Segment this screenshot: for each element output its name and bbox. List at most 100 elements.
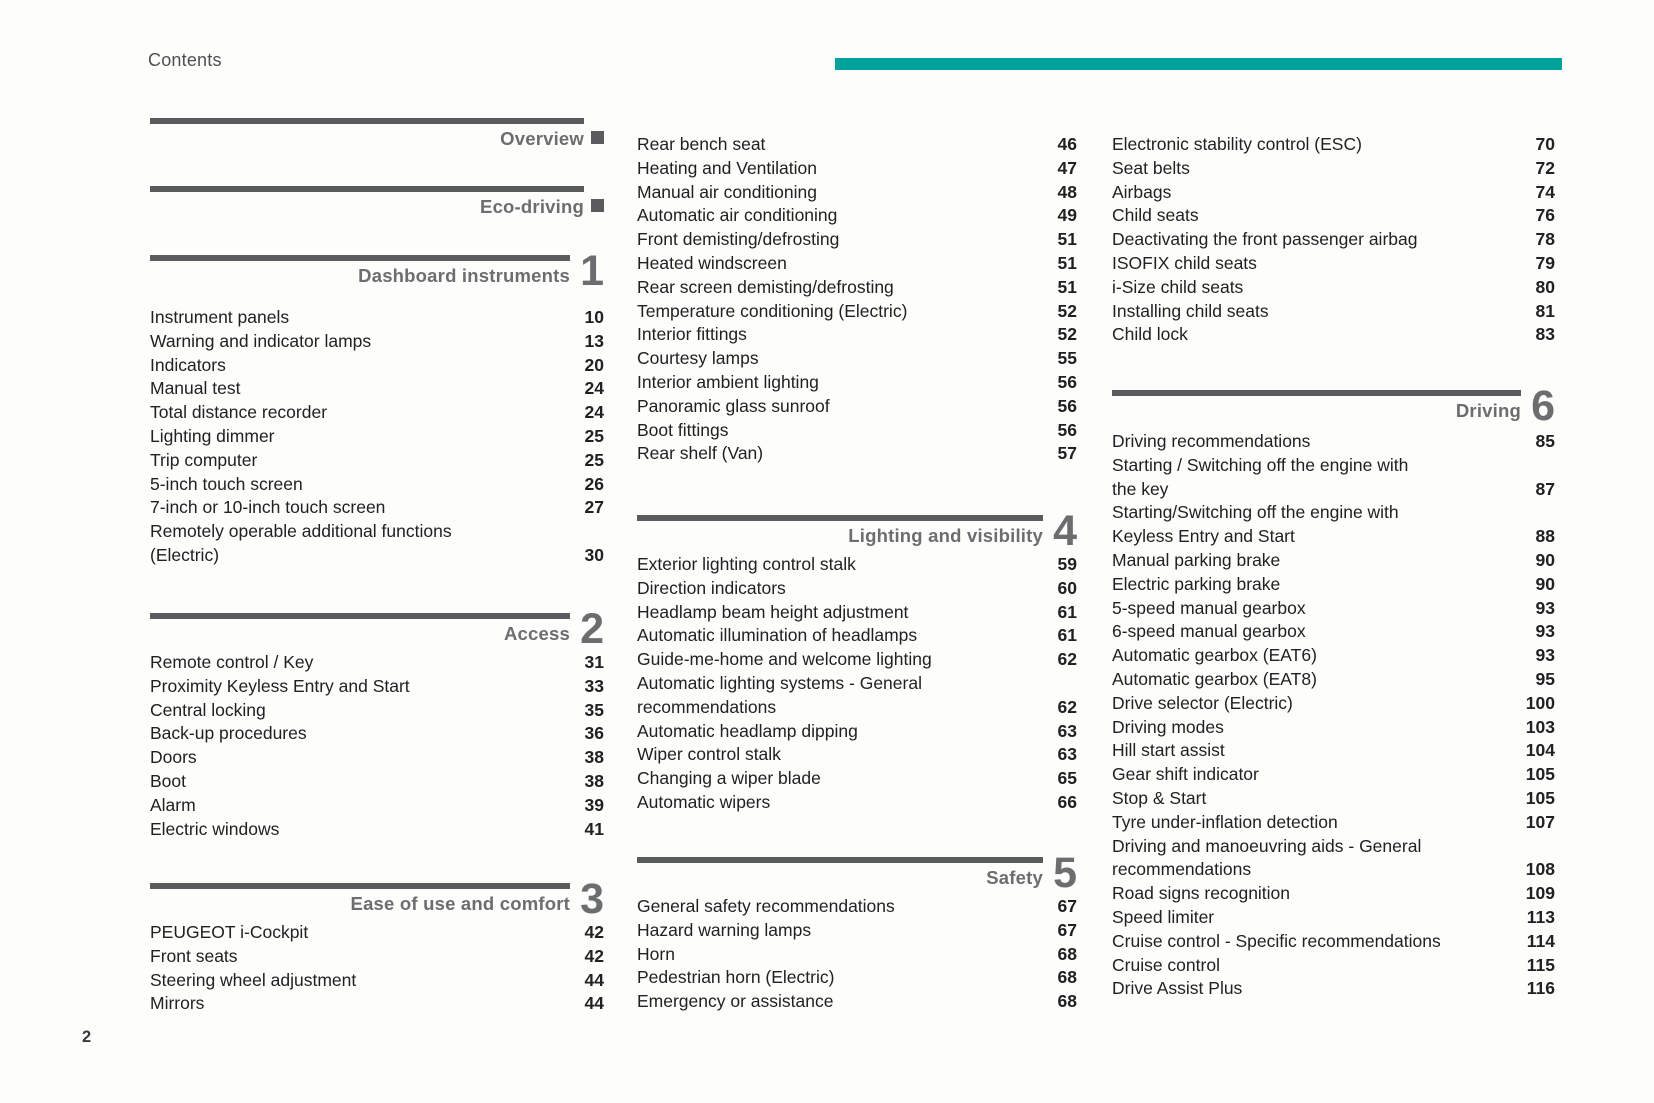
entry-page-number: 60 xyxy=(1057,577,1077,598)
entry-label: Driving and manoeuvring aids - General r… xyxy=(1112,835,1422,880)
toc-entry: Boot 38 xyxy=(150,770,604,794)
section-square-marker-icon xyxy=(591,199,604,212)
entry-label: 5-speed manual gearbox xyxy=(1112,597,1306,618)
section-entries: Exterior lighting control stalk 59 Directi… xyxy=(637,553,1077,815)
toc-entry: 5-inch touch screen 26 xyxy=(150,473,604,497)
entry-label: Child seats xyxy=(1112,205,1199,226)
toc-entry: Pedestrian horn (Electric) 68 xyxy=(637,966,1077,990)
entry-page-number: 67 xyxy=(1057,896,1077,916)
entry-label: Indicators xyxy=(150,354,226,375)
entry-label: Heating and Ventilation xyxy=(637,157,817,178)
entry-label: Electric windows xyxy=(150,818,280,839)
toc-entry: Deactivating the front passenger airbag 7… xyxy=(1112,228,1555,252)
toc-entry: Drive Assist Plus 116 xyxy=(1112,977,1555,1001)
toc-entry: Boot fittings 56 xyxy=(637,419,1077,443)
toc-entry: ISOFIX child seats 79 xyxy=(1112,252,1555,276)
entry-page-number: 39 xyxy=(584,794,604,815)
toc-entry: Temperature conditioning (Electric) 52 xyxy=(637,300,1077,324)
entry-label: Steering wheel adjustment xyxy=(150,969,357,990)
entry-label: Boot xyxy=(150,770,186,791)
toc-entry: Remote control / Key 31 xyxy=(150,651,604,675)
toc-entry: Heating and Ventilation 47 xyxy=(637,157,1077,181)
toc-entry: Lighting dimmer 25 xyxy=(150,425,604,449)
entry-page-number: 65 xyxy=(1057,768,1077,789)
toc-entry: PEUGEOT i-Cockpit 42 xyxy=(150,921,604,945)
entry-label: Automatic air conditioning xyxy=(637,205,838,226)
toc-entry: Electronic stability control (ESC) 70 xyxy=(1112,133,1555,157)
toc-entry: Panoramic glass sunroof 56 xyxy=(637,395,1077,419)
entry-label: Automatic headlamp dipping xyxy=(637,720,858,741)
entry-page-number: 116 xyxy=(1526,978,1555,999)
entry-label: Manual test xyxy=(150,378,241,399)
entry-page-number: 114 xyxy=(1526,930,1555,951)
entry-label: Electric parking brake xyxy=(1112,573,1281,594)
entry-label: Manual air conditioning xyxy=(637,181,817,202)
entry-label: Driving recommendations xyxy=(1112,431,1311,451)
entry-page-number: 41 xyxy=(584,818,604,839)
entry-page-number: 30 xyxy=(584,544,604,565)
entry-page-number: 68 xyxy=(1057,991,1077,1012)
entry-label: Boot fittings xyxy=(637,419,729,440)
toc-entry: Child lock 83 xyxy=(1112,323,1555,347)
entry-label: Drive selector (Electric) xyxy=(1112,692,1293,713)
entry-page-number: 13 xyxy=(584,330,604,351)
entry-page-number: 25 xyxy=(584,449,604,470)
toc-entry: Front seats 42 xyxy=(150,945,604,969)
toc-entry: Changing a wiper blade 65 xyxy=(637,767,1077,791)
toc-entry: Headlamp beam height adjustment 61 xyxy=(637,601,1077,625)
toc-entry: Automatic wipers 66 xyxy=(637,791,1077,815)
entry-page-number: 62 xyxy=(1057,649,1077,670)
toc-entry: Child seats 76 xyxy=(1112,204,1555,228)
entry-page-number: 81 xyxy=(1535,300,1555,321)
entry-label: Cruise control - Specific recommendation… xyxy=(1112,930,1441,951)
entry-page-number: 35 xyxy=(584,699,604,720)
section-rule xyxy=(1112,390,1521,396)
entry-label: Hill start assist xyxy=(1112,740,1225,761)
entry-page-number: 47 xyxy=(1057,157,1077,178)
entry-label: Remotely operable additional functions (… xyxy=(150,521,452,565)
section-rule xyxy=(150,118,584,124)
entry-label: Proximity Keyless Entry and Start xyxy=(150,675,410,696)
entry-page-number: 25 xyxy=(584,425,604,446)
entry-label: Mirrors xyxy=(150,993,205,1014)
entry-page-number: 55 xyxy=(1057,348,1077,369)
entry-label: Panoramic glass sunroof xyxy=(637,395,830,416)
entry-page-number: 27 xyxy=(584,497,604,518)
toc-entry: Starting/Switching off the engine with K… xyxy=(1112,501,1555,549)
toc-entry: Seat belts 72 xyxy=(1112,157,1555,181)
top-accent-bar xyxy=(835,58,1562,70)
entry-label: Front seats xyxy=(150,945,238,966)
toc-entry: Interior ambient lighting 56 xyxy=(637,371,1077,395)
entry-page-number: 83 xyxy=(1535,324,1555,345)
entry-label: Temperature conditioning (Electric) xyxy=(637,300,908,321)
entry-page-number: 104 xyxy=(1525,740,1555,761)
entry-page-number: 42 xyxy=(584,945,604,966)
toc-entry: Wiper control stalk 63 xyxy=(637,743,1077,767)
entry-label: Cruise control xyxy=(1112,954,1220,975)
entry-page-number: 49 xyxy=(1057,205,1077,226)
entry-label: Wiper control stalk xyxy=(637,744,781,765)
entry-label: Interior fittings xyxy=(637,324,747,345)
toc-entry: Indicators 20 xyxy=(150,354,604,378)
section-title: Eco-driving xyxy=(480,196,584,217)
entry-label: Speed limiter xyxy=(1112,906,1215,927)
entry-page-number: 95 xyxy=(1535,668,1555,689)
toc-entry: Airbags 74 xyxy=(1112,181,1555,205)
toc-entry: Steering wheel adjustment 44 xyxy=(150,969,604,993)
toc-entry: Horn 68 xyxy=(637,943,1077,967)
entry-page-number: 79 xyxy=(1535,252,1555,273)
toc-column-2: Rear bench seat 46 Heating and Ventilation… xyxy=(637,0,1077,1103)
section-rule xyxy=(637,857,1043,863)
entry-page-number: 57 xyxy=(1057,443,1077,464)
section-square-marker-icon xyxy=(591,131,604,144)
toc-entry: Mirrors 44 xyxy=(150,992,604,1016)
entry-page-number: 44 xyxy=(584,993,604,1014)
toc-entry: Automatic illumination of headlamps 61 xyxy=(637,624,1077,648)
entry-page-number: 103 xyxy=(1525,716,1555,737)
entry-page-number: 62 xyxy=(1057,696,1077,717)
toc-entry: Instrument panels 10 xyxy=(150,306,604,330)
entry-label: Warning and indicator lamps xyxy=(150,330,372,351)
page-number: 2 xyxy=(82,1028,92,1046)
toc-entry: General safety recommendations 67 xyxy=(637,895,1077,919)
entry-label: Horn xyxy=(637,943,675,964)
